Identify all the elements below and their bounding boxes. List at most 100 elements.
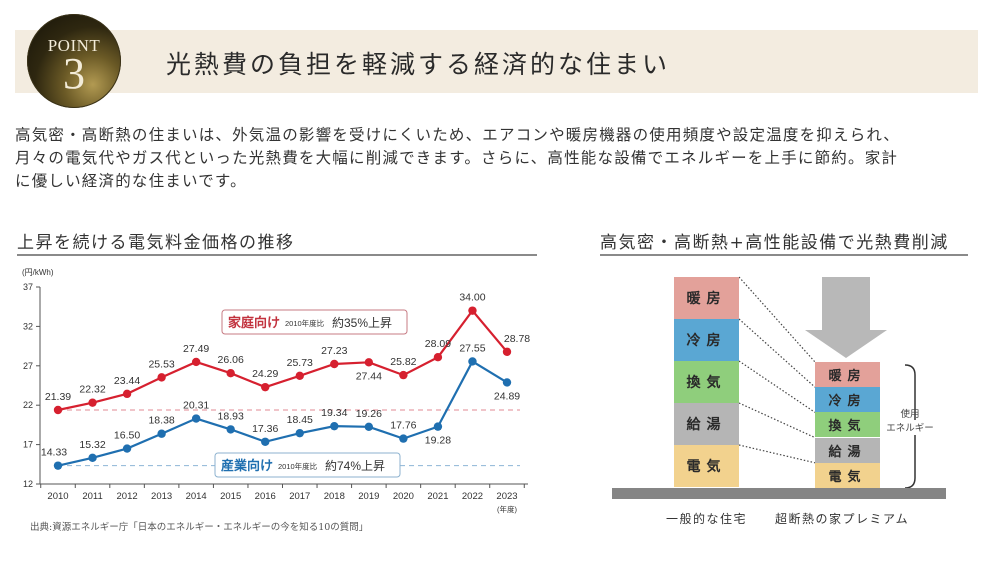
data-point [502, 347, 512, 356]
chart-section-title: 上昇を続ける電気料金価格の推移 [17, 233, 295, 253]
data-point [88, 453, 97, 463]
data-label: 14.33 [41, 447, 67, 459]
data-point [330, 421, 339, 431]
premium-house-caption: 超断熱の家プレミアム [775, 512, 910, 526]
dotted-connectors [738, 276, 816, 464]
y-tick-label: 12 [23, 479, 33, 489]
data-label: 22.32 [79, 384, 105, 396]
energy-block-premium: 電気 [815, 462, 880, 488]
intro-line: 月々の電気代やガス代といった光熱費を大幅に削減できます。さらに、高性能な設備でエ… [15, 149, 899, 167]
data-label: 18.45 [287, 414, 313, 426]
typical-house-caption: 一般的な住宅 [666, 512, 748, 526]
energy-block-premium: 冷房 [815, 387, 880, 413]
data-label: 18.93 [218, 410, 244, 422]
intro-line: 高気密・高断熱の住まいは、外気温の影響を受けにくいため、エアコンや暖房機器の使用… [15, 126, 900, 144]
diagram-section-rule [600, 254, 968, 256]
data-point [226, 369, 235, 378]
x-tick-label: 2013 [151, 491, 172, 502]
energy-block-premium: 換気 [815, 412, 880, 438]
ground-bar [612, 488, 946, 499]
data-point [226, 425, 235, 434]
data-label: 27.49 [183, 343, 209, 355]
x-tick-label: 2021 [427, 491, 448, 502]
title-band [15, 30, 978, 93]
bracket-label: 使用 エネルギー [886, 409, 934, 434]
energy-block-typical: 冷房 [674, 319, 739, 361]
data-label: 27.55 [459, 342, 485, 354]
y-tick-label: 27 [23, 361, 33, 371]
x-tick-label: 2010 [47, 491, 68, 502]
x-tick-label: 2018 [324, 491, 345, 502]
data-point [364, 358, 374, 367]
data-label: 21.39 [45, 391, 71, 403]
y-tick-label: 37 [23, 282, 33, 292]
badge-word: POINT [47, 36, 101, 55]
annotation-note: 2010年度比 [285, 318, 325, 328]
annotation-note: 2010年度比 [278, 461, 318, 471]
page-title: 光熱費の負担を軽減する経済的な住まい [166, 50, 671, 79]
annotation-box [214, 452, 401, 478]
data-label: 17.76 [390, 420, 416, 432]
data-label: 25.82 [390, 356, 416, 368]
series-line-industrial [57, 359, 508, 467]
data-point [399, 434, 408, 443]
data-point [157, 429, 166, 438]
data-label: 34.00 [459, 292, 485, 304]
energy-block-typical: 給湯 [674, 403, 739, 445]
data-point [468, 357, 477, 366]
point-badge: POINT 3 [27, 14, 121, 108]
data-point [88, 398, 97, 407]
x-tick-label: 2017 [289, 491, 310, 502]
energy-block-typical: 電気 [674, 445, 739, 487]
data-label: 23.44 [114, 375, 140, 387]
data-label: 25.53 [148, 358, 174, 370]
chart-section-rule [17, 254, 537, 256]
data-label: 24.29 [252, 368, 278, 380]
data-label: 15.32 [79, 439, 105, 451]
data-point [191, 414, 201, 423]
data-label: 27.44 [356, 370, 382, 382]
dotted-connector [738, 360, 816, 413]
data-label: 24.89 [494, 390, 520, 402]
y-tick-label: 22 [23, 400, 33, 410]
data-point [191, 357, 201, 367]
data-point [122, 444, 132, 453]
data-label: 28.78 [504, 333, 530, 345]
energy-block-premium: 給湯 [815, 437, 880, 463]
x-tick-label: 2016 [255, 491, 276, 502]
data-label: 28.09 [425, 338, 451, 350]
data-label: 18.38 [148, 415, 174, 427]
data-point [399, 370, 408, 380]
data-point [364, 422, 374, 431]
electricity-price-chart: (円/kWh) 12 17 22 27 32 37 2010 2011 2012 2013 2014 2… [22, 268, 530, 514]
intro-text: 高気密・高断熱の住まいは、外気温の影響を受けにくいため、エアコンや暖房機器の使用… [15, 124, 990, 193]
x-tick-label: 2012 [117, 491, 138, 502]
data-label: 17.36 [252, 423, 278, 435]
data-point [122, 389, 132, 399]
energy-block-typical: 暖房 [674, 277, 739, 319]
x-tick-label: 2019 [358, 491, 379, 502]
chart-source: 出典:資源エネルギー庁「日本のエネルギー・エネルギーの今を知る10の質問」 [30, 522, 369, 533]
series-line-household [57, 308, 508, 412]
data-point [502, 378, 512, 387]
diagram-section-title: 高気密・高断熱+高性能設備で光熱費削減 [600, 233, 949, 253]
y-tick-label: 32 [23, 321, 33, 331]
x-tick-label: 2014 [186, 491, 207, 502]
badge-number: 3 [63, 49, 85, 98]
dotted-connector [738, 318, 816, 388]
data-label: 25.73 [287, 357, 313, 369]
data-point [53, 461, 63, 470]
annotation-name: 産業向け [221, 458, 273, 473]
dotted-connector [738, 444, 816, 464]
data-label: 16.50 [114, 430, 140, 442]
x-tick-label: 2011 [82, 491, 102, 502]
data-point [295, 428, 304, 438]
annotation-change: 約74%上昇 [325, 458, 385, 473]
y-tick-label: 17 [23, 440, 33, 450]
data-label: 19.28 [425, 435, 451, 447]
x-tick-label: 2015 [220, 491, 241, 502]
data-point [330, 359, 339, 369]
x-tick-label: 2023 [496, 491, 517, 502]
data-point [157, 373, 166, 382]
data-label: 20.31 [183, 400, 209, 412]
